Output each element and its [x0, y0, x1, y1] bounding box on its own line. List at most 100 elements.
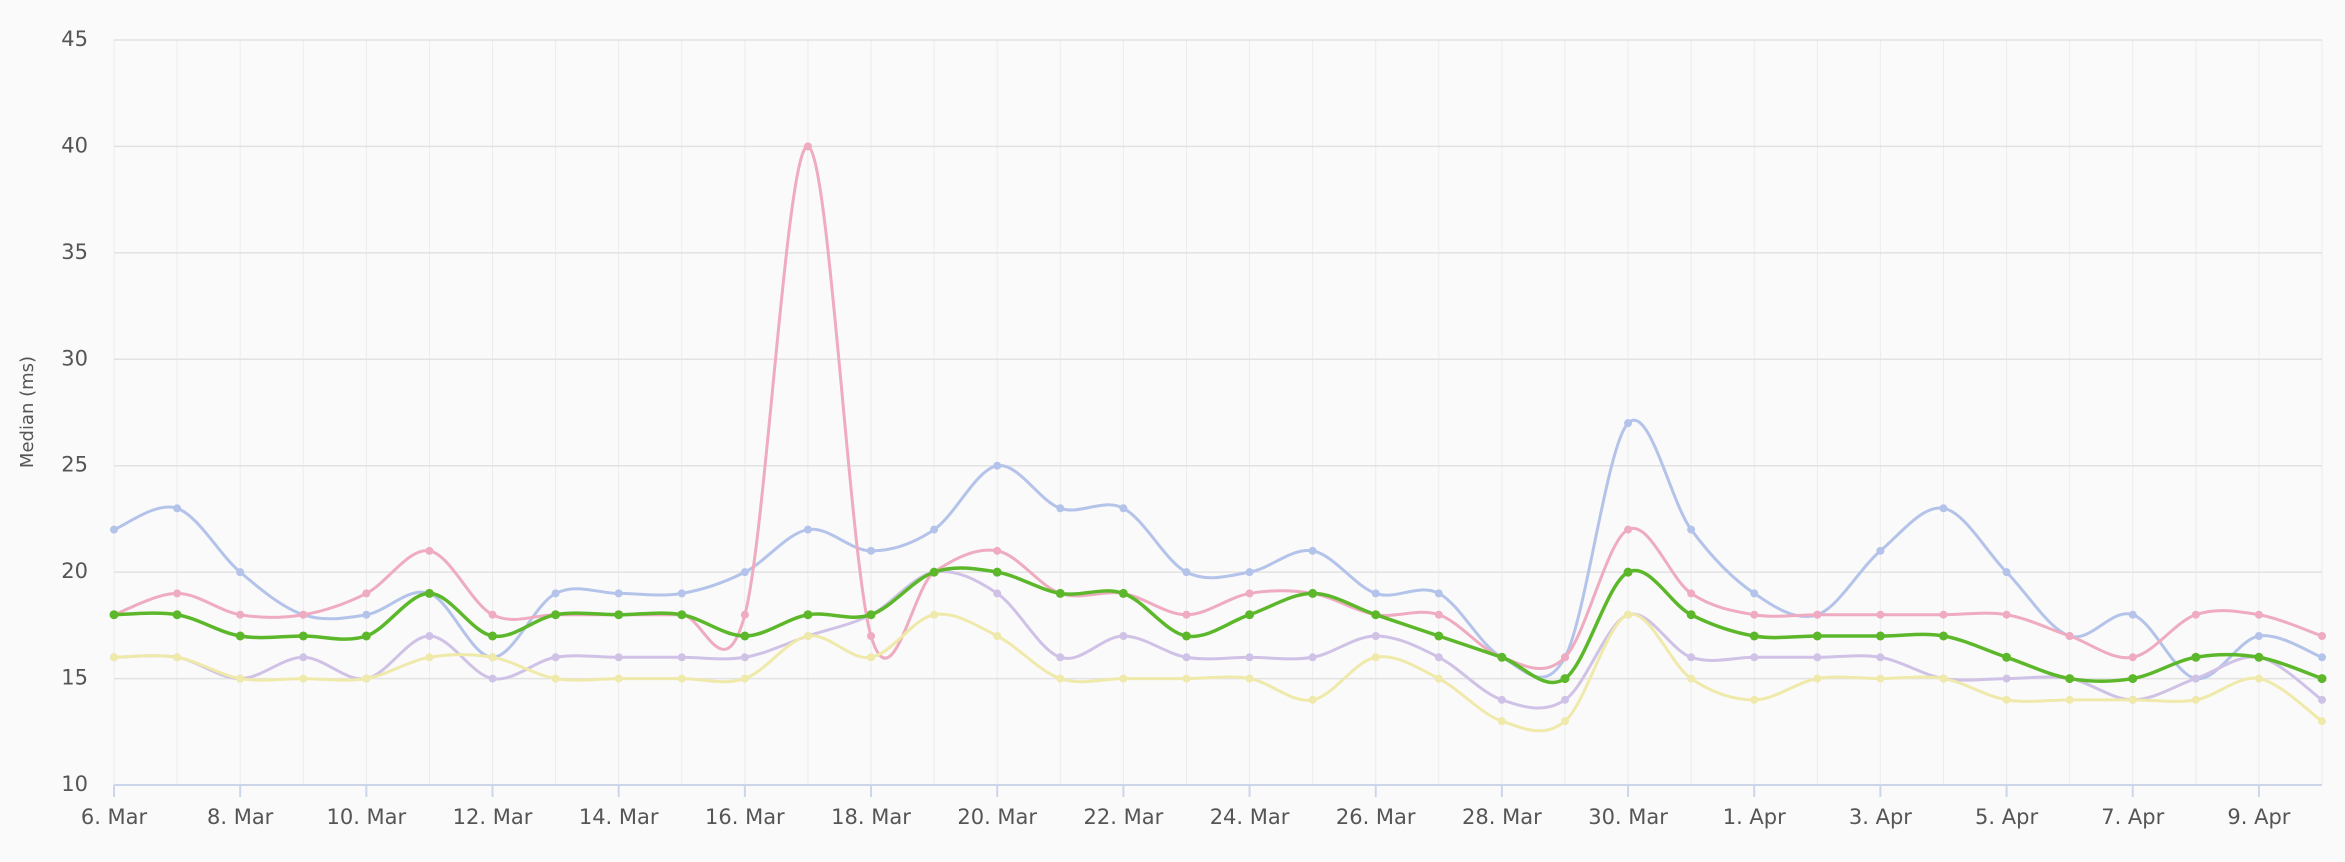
- data-point: [867, 632, 876, 640]
- data-point: [1119, 632, 1128, 640]
- data-point: [551, 610, 561, 620]
- data-point: [993, 546, 1002, 555]
- data-point: [2254, 632, 2263, 640]
- data-point: [1939, 674, 1948, 683]
- data-point: [867, 546, 876, 555]
- data-point: [993, 632, 1002, 640]
- data-point: [803, 632, 812, 640]
- data-point: [173, 504, 182, 513]
- data-point: [425, 632, 434, 640]
- x-tick-label: 7. Apr: [2101, 805, 2164, 829]
- data-point: [1686, 610, 1696, 620]
- data-point: [2254, 610, 2263, 619]
- data-point: [1750, 589, 1759, 598]
- data-point: [930, 610, 939, 619]
- x-tick-label: 10. Mar: [326, 805, 406, 829]
- data-point: [236, 674, 245, 683]
- data-point: [551, 674, 560, 683]
- data-point: [1876, 546, 1885, 555]
- data-point: [235, 631, 245, 641]
- data-point: [740, 674, 749, 683]
- x-tick-label: 26. Mar: [1336, 805, 1416, 829]
- data-point: [1687, 525, 1696, 534]
- data-point: [1371, 610, 1381, 620]
- data-point: [299, 610, 308, 619]
- data-point: [1813, 653, 1822, 662]
- data-point: [1497, 717, 1506, 726]
- data-point: [1182, 674, 1191, 683]
- data-point: [1371, 632, 1380, 640]
- data-point: [488, 653, 497, 662]
- y-axis-title: Median (ms): [17, 356, 38, 468]
- x-tick-label: 6. Mar: [81, 805, 148, 829]
- data-point: [2191, 652, 2201, 662]
- x-tick-label: 22. Mar: [1084, 805, 1164, 829]
- data-point: [425, 653, 434, 662]
- data-point: [1750, 610, 1759, 619]
- data-point: [1876, 610, 1885, 619]
- data-point: [299, 674, 308, 683]
- data-point: [2065, 674, 2075, 684]
- data-point: [1876, 653, 1885, 662]
- data-point: [2128, 674, 2138, 684]
- y-tick-label: 10: [61, 772, 88, 796]
- y-tick-label: 25: [61, 453, 88, 477]
- data-point: [1434, 610, 1443, 619]
- data-point: [1624, 525, 1633, 534]
- data-point: [803, 525, 812, 534]
- data-point: [2191, 674, 2200, 683]
- data-point: [110, 525, 118, 534]
- data-point: [2128, 695, 2137, 704]
- data-point: [2318, 695, 2326, 704]
- data-point: [361, 631, 371, 641]
- data-point: [1119, 674, 1128, 683]
- data-point: [1055, 588, 1065, 598]
- data-point: [2128, 653, 2137, 662]
- data-point: [677, 589, 686, 598]
- x-tick-label: 3. Apr: [1849, 805, 1912, 829]
- data-point: [614, 674, 623, 683]
- data-point: [614, 589, 623, 598]
- data-point: [1560, 717, 1569, 726]
- data-point: [2002, 652, 2012, 662]
- data-point: [299, 653, 308, 662]
- data-point: [1812, 631, 1822, 641]
- data-point: [1056, 504, 1065, 513]
- data-point: [2191, 610, 2200, 619]
- data-point: [2317, 674, 2327, 684]
- data-point: [1624, 419, 1633, 428]
- data-point: [362, 589, 371, 598]
- data-point: [2191, 695, 2200, 704]
- data-point: [1056, 653, 1065, 662]
- data-point: [1308, 653, 1317, 662]
- data-point: [740, 610, 749, 619]
- data-point: [1750, 653, 1759, 662]
- data-point: [1245, 674, 1254, 683]
- data-point: [677, 610, 687, 620]
- data-point: [1371, 653, 1380, 662]
- data-point: [2318, 632, 2326, 640]
- x-tick-label: 5. Apr: [1975, 805, 2038, 829]
- y-tick-label: 30: [61, 346, 88, 370]
- data-point: [1939, 610, 1948, 619]
- data-point: [425, 546, 434, 555]
- data-point: [1245, 610, 1255, 620]
- y-tick-label: 15: [61, 666, 88, 690]
- data-point: [1624, 610, 1633, 619]
- data-point: [1308, 588, 1318, 598]
- data-point: [929, 567, 939, 577]
- data-point: [1939, 504, 1948, 513]
- y-tick-label: 20: [61, 559, 88, 583]
- x-tick-label: 28. Mar: [1462, 805, 1542, 829]
- data-point: [1687, 589, 1696, 598]
- data-point: [614, 653, 623, 662]
- x-tick-label: 30. Mar: [1588, 805, 1668, 829]
- data-point: [1434, 631, 1444, 641]
- data-point: [1245, 653, 1254, 662]
- data-point: [362, 674, 371, 683]
- data-point: [1182, 568, 1191, 577]
- data-point: [930, 525, 939, 534]
- data-point: [2002, 568, 2011, 577]
- data-point: [424, 588, 434, 598]
